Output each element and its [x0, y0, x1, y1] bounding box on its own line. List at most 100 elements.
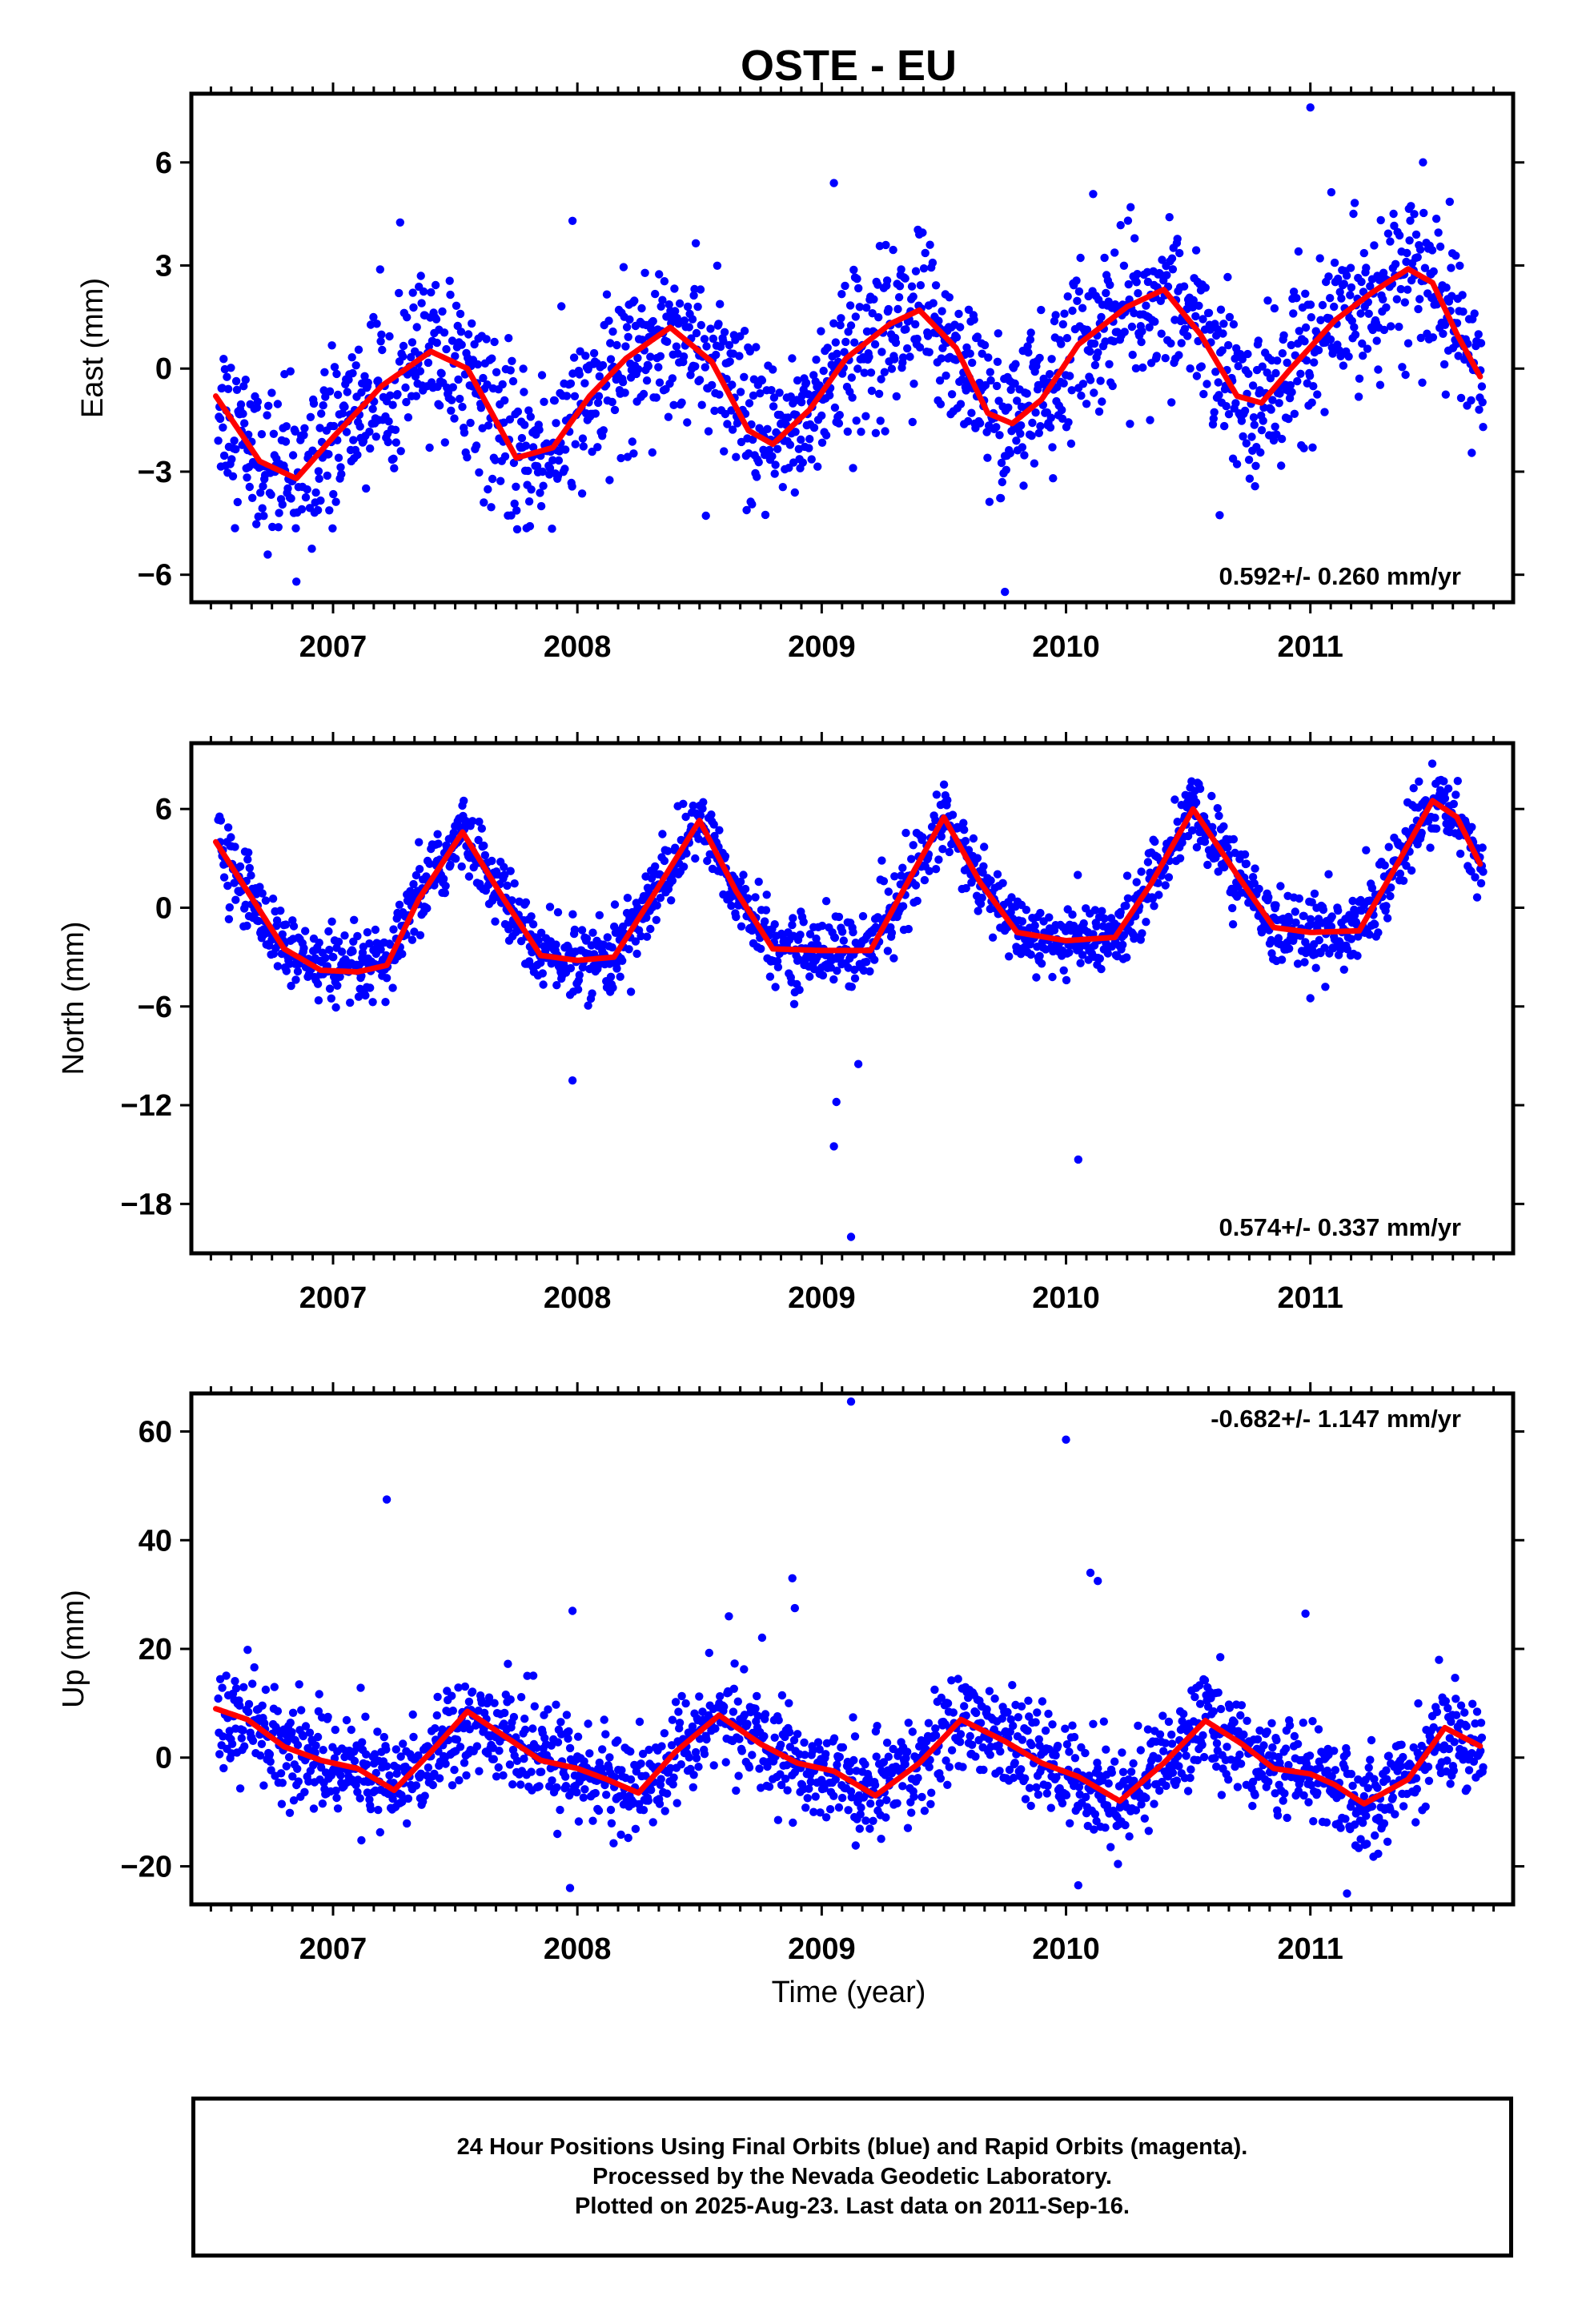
data-point — [813, 462, 822, 471]
data-point — [907, 1808, 916, 1817]
data-point — [325, 984, 335, 993]
data-point — [979, 1765, 988, 1775]
data-point — [267, 388, 276, 397]
data-point — [408, 338, 417, 347]
data-point — [1456, 849, 1465, 858]
data-point — [350, 1756, 359, 1766]
data-point — [943, 1699, 953, 1708]
data-point — [1223, 272, 1232, 282]
data-point — [488, 354, 496, 363]
data-point — [452, 854, 460, 863]
data-point — [845, 301, 855, 310]
data-point — [632, 949, 641, 959]
data-point — [877, 348, 886, 356]
data-point — [742, 505, 751, 515]
data-point — [1203, 380, 1211, 388]
data-point — [240, 1742, 249, 1751]
data-point — [374, 1805, 383, 1815]
data-point — [1403, 339, 1413, 348]
data-point — [618, 378, 628, 387]
data-point — [833, 349, 841, 358]
data-point — [309, 399, 319, 408]
data-point — [887, 364, 897, 373]
data-point — [1191, 798, 1201, 807]
data-point — [701, 363, 709, 372]
data-point — [981, 380, 990, 390]
data-point — [1428, 333, 1438, 342]
data-point — [553, 908, 563, 917]
data-point — [757, 1633, 767, 1642]
data-point — [278, 1779, 287, 1787]
data-point — [416, 931, 425, 940]
data-point — [964, 846, 974, 854]
data-point — [1344, 352, 1353, 361]
data-point — [1177, 339, 1186, 348]
data-point — [745, 1763, 754, 1772]
data-point — [513, 407, 523, 416]
data-point — [1347, 283, 1356, 292]
data-point — [794, 955, 803, 964]
data-point — [618, 1791, 628, 1800]
data-point — [626, 1747, 635, 1756]
data-point — [1090, 360, 1100, 370]
data-point — [624, 1833, 632, 1843]
data-point — [1452, 251, 1460, 260]
data-point — [267, 490, 275, 499]
data-point — [386, 940, 395, 949]
data-point — [370, 1750, 379, 1759]
data-point — [351, 361, 360, 370]
data-point — [608, 943, 616, 952]
data-point — [388, 1794, 397, 1803]
data-point — [498, 380, 507, 389]
data-point — [1411, 230, 1421, 239]
data-point — [849, 1713, 857, 1722]
data-point — [844, 328, 853, 336]
data-point — [257, 1739, 267, 1748]
data-point — [1215, 391, 1223, 400]
scatter-points-up — [214, 1397, 1488, 1898]
data-point — [1006, 1715, 1015, 1724]
data-point — [1002, 465, 1011, 474]
data-point — [602, 290, 612, 299]
data-point — [976, 1719, 986, 1727]
data-point — [853, 275, 861, 283]
data-point — [1319, 905, 1328, 915]
data-point — [416, 367, 425, 376]
data-point — [858, 911, 868, 921]
data-point — [839, 936, 849, 945]
data-point — [496, 476, 505, 485]
data-point — [239, 382, 248, 391]
data-point — [1406, 216, 1415, 225]
data-point — [680, 316, 689, 325]
data-point — [762, 891, 771, 899]
data-point — [1201, 283, 1211, 292]
data-point — [274, 523, 283, 532]
data-point — [362, 1750, 371, 1759]
outlier-point — [568, 1076, 577, 1085]
data-point — [698, 804, 707, 813]
data-point — [760, 1731, 769, 1741]
data-point — [998, 477, 1007, 487]
data-point — [1187, 826, 1197, 835]
data-point — [1066, 439, 1076, 448]
data-point — [1391, 259, 1400, 268]
data-point — [1097, 312, 1106, 322]
data-point — [918, 228, 927, 237]
data-point — [383, 437, 392, 447]
data-point — [737, 1747, 746, 1755]
data-point — [362, 1760, 371, 1769]
data-point — [1016, 429, 1025, 438]
data-point — [1074, 870, 1082, 879]
data-point — [508, 1780, 517, 1789]
data-point — [1057, 340, 1066, 348]
data-point — [1110, 248, 1119, 257]
data-point — [503, 881, 512, 891]
data-point — [570, 925, 580, 935]
data-point — [316, 496, 325, 505]
data-point — [477, 824, 486, 833]
data-point — [998, 879, 1007, 888]
data-point — [245, 482, 254, 492]
data-point — [773, 963, 783, 971]
data-point — [936, 1774, 946, 1783]
